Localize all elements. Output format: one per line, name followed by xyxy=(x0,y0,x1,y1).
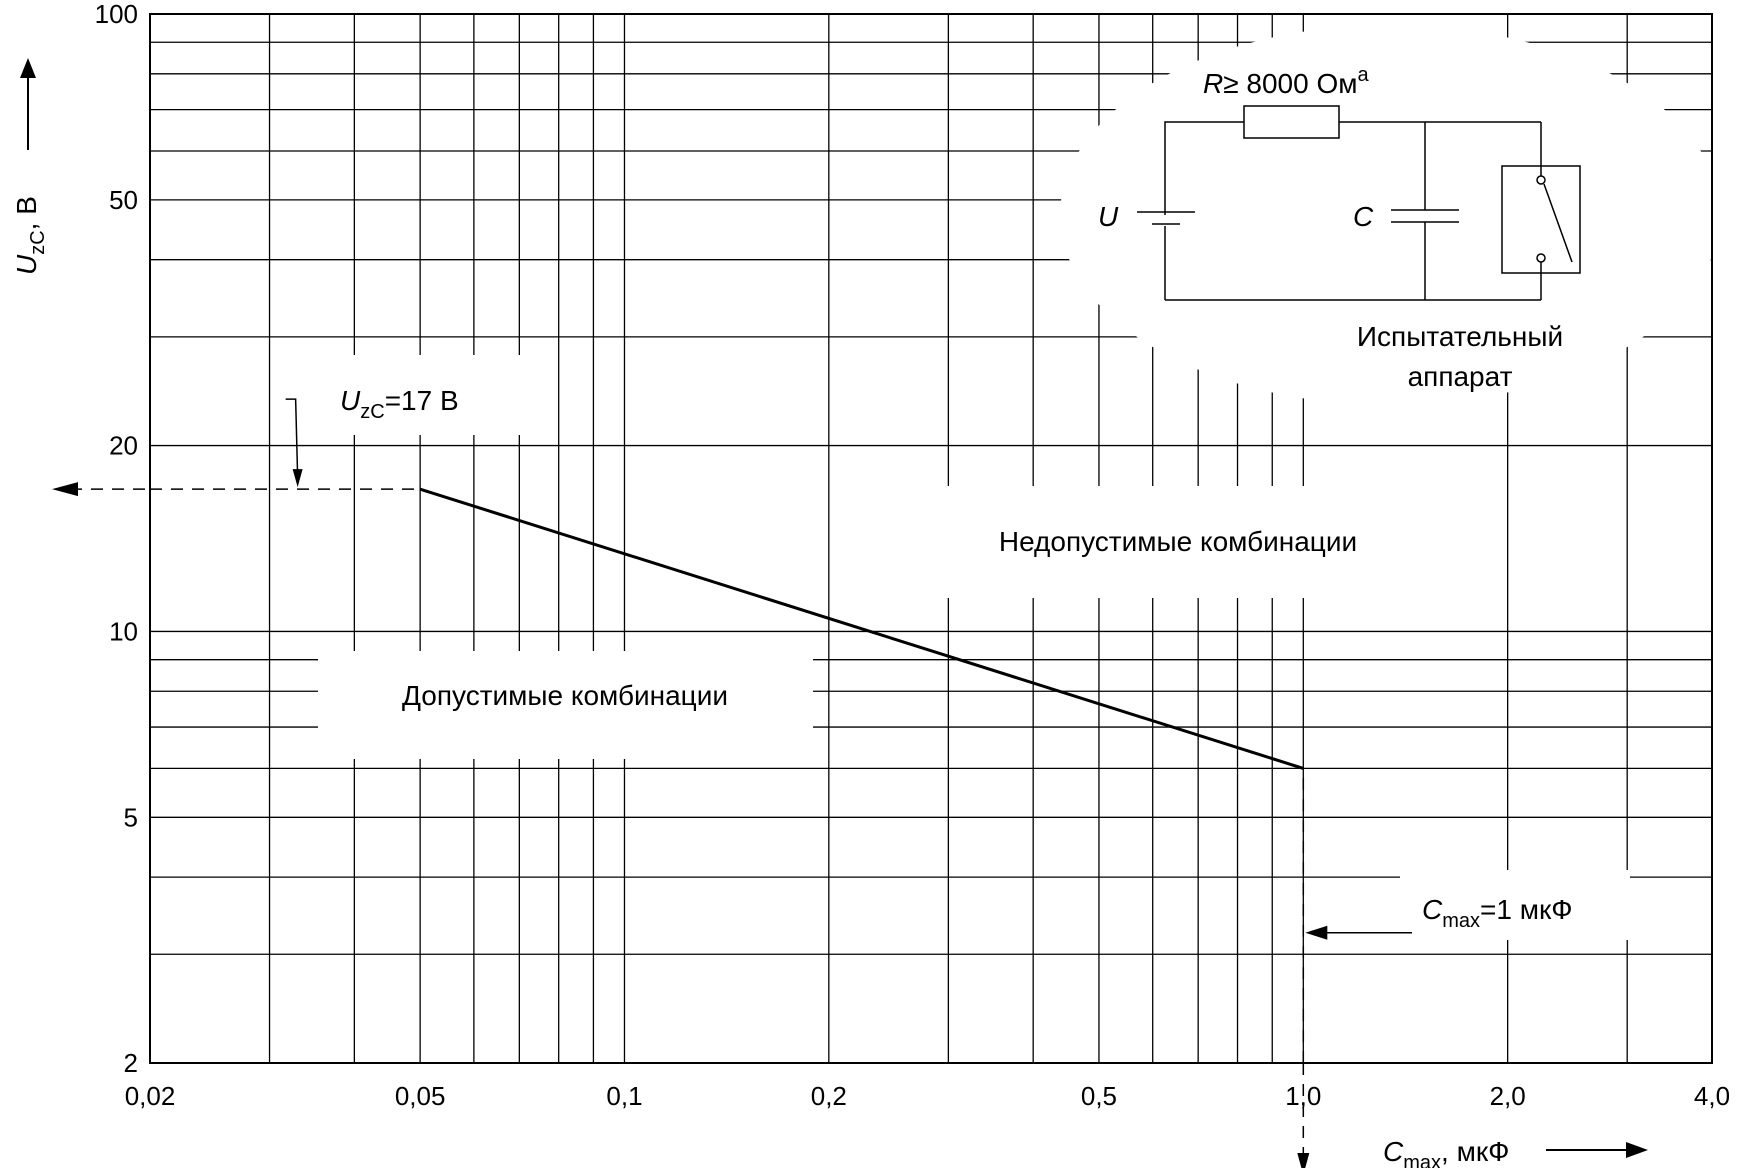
y-tick-label: 2 xyxy=(124,1048,138,1078)
uzc-note-symbol: U xyxy=(340,385,361,416)
cmax-note-subscript: max xyxy=(1442,910,1480,932)
svg-text:Cmax=1 мкФ: Cmax=1 мкФ xyxy=(1422,894,1573,932)
x-tick-label: 0,05 xyxy=(395,1081,446,1111)
cmax-annotation: Cmax=1 мкФ xyxy=(1305,894,1573,940)
allowed-region-label: Допустимые комбинации xyxy=(402,680,728,711)
x-tick-label: 0,2 xyxy=(811,1081,847,1111)
x-axis-arrow xyxy=(1546,1142,1648,1158)
inset-circuit-diagram xyxy=(1137,105,1581,301)
y-tick-label: 100 xyxy=(95,0,138,29)
y-tick-label: 10 xyxy=(109,616,138,646)
cmax-note-text: =1 мкФ xyxy=(1480,894,1573,925)
y-axis-label-unit: , В xyxy=(11,196,42,230)
switch-blade xyxy=(1543,183,1573,263)
x-tick-label: 4,0 xyxy=(1694,1081,1730,1111)
y-axis-label-symbol: U xyxy=(11,254,42,275)
x-axis-label-symbol: C xyxy=(1383,1136,1404,1167)
y-tick-label: 5 xyxy=(124,802,138,832)
reference-lines xyxy=(52,482,1310,1168)
x-tick-labels: 0,02 0,05 0,1 0,2 0,5 1,0 2,0 4,0 xyxy=(125,1081,1730,1111)
switch-contact-top xyxy=(1536,175,1546,185)
cmax-leader-arrowhead xyxy=(1305,925,1328,940)
test-apparatus-label-line1: Испытательный xyxy=(1357,321,1563,352)
wire-top-left xyxy=(1164,121,1244,215)
svg-text:R≥ 8000 Омa: R≥ 8000 Омa xyxy=(1203,64,1369,99)
svg-text:UzC=17 В: UzC=17 В xyxy=(340,385,459,423)
uzc-note-text: =17 В xyxy=(385,385,459,416)
y-tick-label: 50 xyxy=(109,185,138,215)
svg-text:UzC, В: UzC, В xyxy=(11,196,49,275)
cmax-note-symbol: C xyxy=(1422,894,1443,925)
x-axis-label-unit: , мкФ xyxy=(1441,1136,1509,1167)
x-tick-label: 0,5 xyxy=(1081,1081,1117,1111)
inset-labels: R≥ 8000 Омa U C Испытательный аппарат xyxy=(1098,64,1563,392)
uzc-note-bg xyxy=(300,355,530,435)
resistor-symbol xyxy=(1243,105,1340,139)
resistor-label-symbol: R xyxy=(1203,68,1223,99)
inset-bg xyxy=(1060,25,1720,405)
switch-contact-bottom xyxy=(1536,253,1546,263)
uzc-note-subscript: zC xyxy=(360,401,384,423)
y-ref-arrowhead xyxy=(52,482,78,497)
source-label: U xyxy=(1098,201,1119,232)
y-axis-label-subscript: zC xyxy=(27,230,49,254)
y-axis-label: UzC, В xyxy=(11,196,49,275)
forbidden-region-bg xyxy=(938,486,1408,598)
capacitor-label: C xyxy=(1353,201,1374,232)
series-line xyxy=(419,487,1304,770)
uzc-annotation: UzC=17 В xyxy=(285,385,459,488)
x-axis-label-subscript: max xyxy=(1403,1152,1441,1168)
series-group xyxy=(419,487,1304,770)
test-apparatus-label-line2: аппарат xyxy=(1408,361,1513,392)
resistor-superscript: a xyxy=(1357,64,1369,86)
uzc-leader-arrowhead xyxy=(292,469,303,488)
y-tick-labels: 2 5 10 20 50 100 xyxy=(95,0,138,1078)
x-tick-label: 2,0 xyxy=(1490,1081,1526,1111)
allowed-region-bg xyxy=(318,651,813,759)
x-tick-label: 0,02 xyxy=(125,1081,176,1111)
plot-frame xyxy=(149,13,1713,1064)
cmax-note-bg xyxy=(1400,870,1630,940)
x-ref-arrowhead xyxy=(1297,1153,1310,1168)
uzc-leader-line xyxy=(285,398,299,478)
resistor-label-value: ≥ 8000 Ом xyxy=(1223,68,1357,99)
forbidden-region-label: Недопустимые комбинации xyxy=(999,526,1357,557)
y-axis-arrow xyxy=(20,58,36,150)
x-axis-label: Cmax, мкФ xyxy=(1383,1136,1509,1168)
label-backgrounds xyxy=(300,25,1720,940)
svg-text:Cmax, мкФ: Cmax, мкФ xyxy=(1383,1136,1509,1168)
y-tick-label: 20 xyxy=(109,431,138,461)
x-tick-label: 0,1 xyxy=(606,1081,642,1111)
